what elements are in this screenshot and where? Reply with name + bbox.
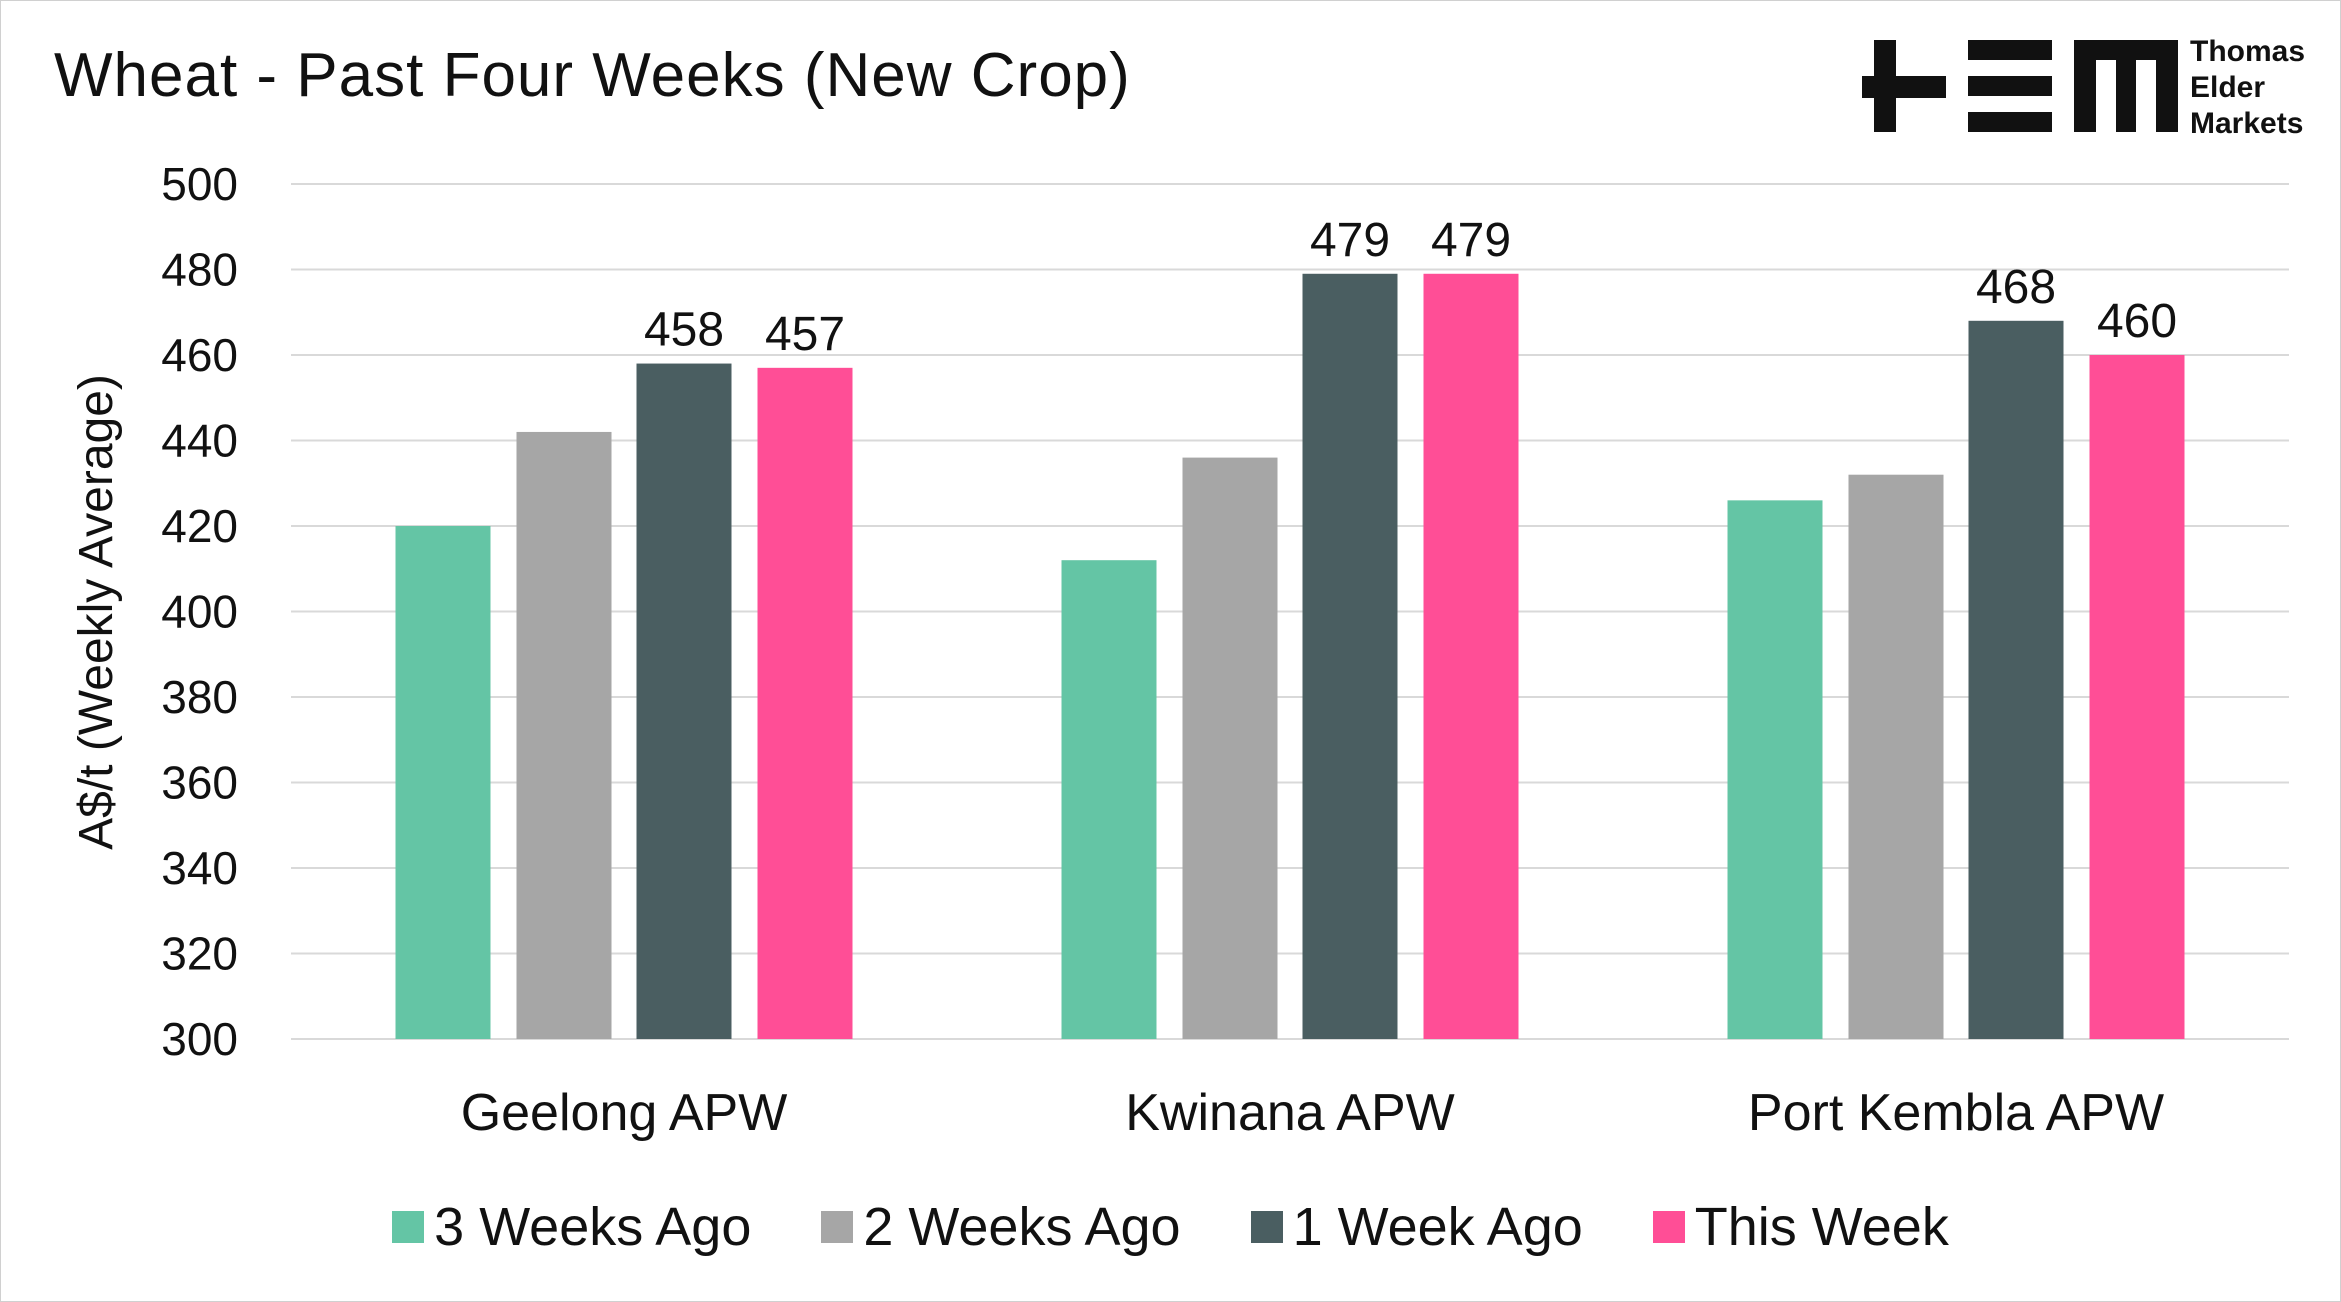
legend-swatch bbox=[392, 1211, 425, 1243]
bar bbox=[1182, 457, 1278, 1040]
y-tick-label: 380 bbox=[161, 671, 238, 723]
legend-item: 3 Weeks Ago bbox=[392, 1196, 751, 1258]
y-axis-label: A$/t (Weekly Average) bbox=[70, 374, 123, 850]
legend-label: This Week bbox=[1694, 1197, 1949, 1257]
bar bbox=[1302, 273, 1398, 1039]
bar bbox=[516, 431, 612, 1039]
y-tick-label: 460 bbox=[161, 329, 238, 381]
y-tick-label: 420 bbox=[161, 500, 238, 552]
tem-logo bbox=[1862, 40, 2178, 132]
bar bbox=[1848, 474, 1944, 1039]
bar bbox=[1423, 273, 1519, 1039]
data-label: 457 bbox=[765, 308, 845, 361]
y-tick-label: 480 bbox=[161, 244, 238, 296]
legend-label: 3 Weeks Ago bbox=[434, 1197, 752, 1257]
legend-item: 2 Weeks Ago bbox=[821, 1196, 1181, 1258]
y-tick-label: 360 bbox=[161, 757, 238, 809]
data-label: 479 bbox=[1310, 214, 1390, 267]
y-tick-label: 500 bbox=[161, 158, 238, 210]
legend-swatch bbox=[1652, 1211, 1685, 1243]
bar bbox=[2089, 355, 2185, 1039]
bar bbox=[395, 526, 491, 1039]
y-tick-label: 440 bbox=[161, 415, 238, 467]
data-label: 468 bbox=[1976, 261, 2056, 314]
legend-item: This Week bbox=[1652, 1196, 1949, 1258]
bar bbox=[757, 367, 853, 1039]
legend: 3 Weeks Ago 2 Weeks Ago 1 Week Ago This … bbox=[0, 1196, 2341, 1258]
legend-label: 2 Weeks Ago bbox=[863, 1197, 1181, 1257]
data-label: 460 bbox=[2097, 295, 2177, 348]
chart-title: Wheat - Past Four Weeks (New Crop) bbox=[54, 41, 1131, 110]
bar bbox=[636, 363, 732, 1039]
bar bbox=[1968, 320, 2064, 1039]
data-label: 479 bbox=[1431, 214, 1511, 267]
y-tick-label: 320 bbox=[161, 928, 238, 980]
logo-text: Thomas Elder Markets bbox=[2190, 34, 2305, 142]
y-tick-label: 300 bbox=[161, 1013, 238, 1065]
y-tick-label: 400 bbox=[161, 586, 238, 638]
legend-swatch bbox=[821, 1211, 854, 1243]
logo-line: Elder bbox=[2190, 71, 2266, 104]
bar bbox=[1061, 560, 1157, 1039]
legend-swatch bbox=[1250, 1211, 1283, 1243]
logo-line: Thomas bbox=[2190, 35, 2306, 68]
legend-item: 1 Week Ago bbox=[1250, 1196, 1583, 1258]
data-label: 458 bbox=[644, 304, 724, 357]
y-tick-label: 340 bbox=[161, 842, 238, 894]
legend-label: 1 Week Ago bbox=[1292, 1197, 1583, 1257]
x-tick-label: Port Kembla APW bbox=[1748, 1084, 2164, 1142]
x-tick-label: Kwinana APW bbox=[1125, 1084, 1455, 1142]
x-tick-label: Geelong APW bbox=[461, 1084, 788, 1142]
bar bbox=[1727, 500, 1823, 1040]
logo-line: Markets bbox=[2190, 107, 2304, 140]
